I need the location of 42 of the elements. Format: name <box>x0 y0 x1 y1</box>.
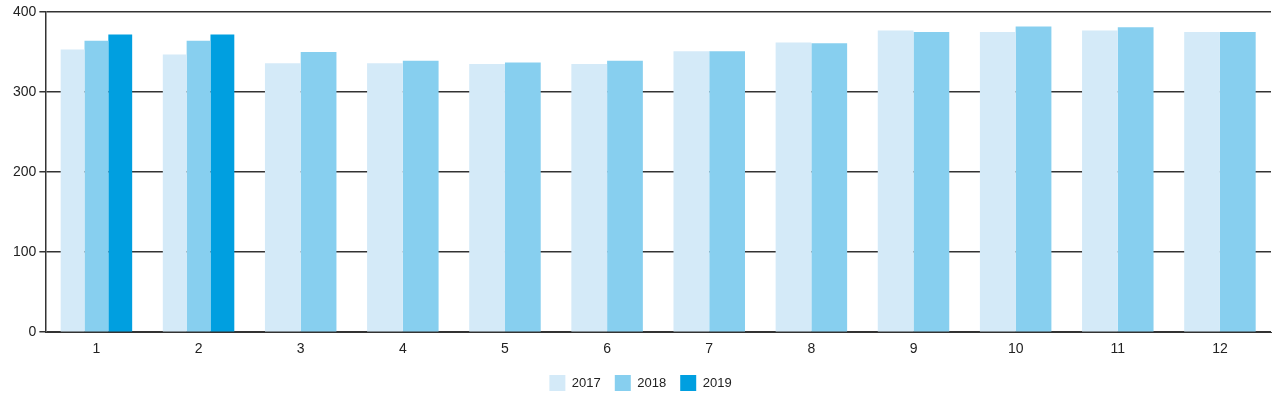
bar <box>264 63 301 332</box>
bar <box>607 60 643 332</box>
x-tick-label: 2 <box>194 340 203 357</box>
bar <box>402 60 439 332</box>
bar <box>300 52 337 332</box>
legend-label: 2019 <box>702 374 732 390</box>
x-tick-label: 8 <box>807 340 816 357</box>
y-tick-label: 0 <box>28 323 37 340</box>
bar <box>913 32 950 332</box>
bar <box>979 32 1016 332</box>
bar <box>775 42 812 332</box>
bar <box>1082 30 1118 332</box>
bar <box>469 64 505 332</box>
x-tick-label: 1 <box>92 340 101 357</box>
bar <box>108 34 133 332</box>
bar <box>504 62 541 332</box>
y-tick-label: 400 <box>13 2 37 19</box>
bar <box>1015 26 1052 332</box>
x-tick-label: 11 <box>1110 340 1126 357</box>
legend-label: 2017 <box>571 374 601 390</box>
bar <box>811 43 848 332</box>
bar <box>1117 27 1154 332</box>
x-tick-label: 7 <box>705 340 714 357</box>
x-tick-label: 9 <box>909 340 918 357</box>
y-tick-label: 300 <box>13 82 37 99</box>
bar <box>571 64 608 332</box>
bar <box>1184 32 1220 332</box>
bar <box>709 51 745 332</box>
y-tick-label: 200 <box>13 162 37 179</box>
x-tick-label: 6 <box>603 340 612 357</box>
x-tick-label: 5 <box>501 340 510 357</box>
legend-label: 2018 <box>637 374 667 390</box>
bar <box>367 63 403 332</box>
x-tick-label: 12 <box>1212 340 1228 357</box>
bar <box>673 51 710 332</box>
x-tick-label: 10 <box>1007 340 1024 357</box>
bar <box>210 34 235 332</box>
x-tick-label: 3 <box>296 340 305 357</box>
bar <box>1219 32 1256 332</box>
y-tick-label: 100 <box>13 243 37 260</box>
bar <box>877 30 914 332</box>
x-tick-label: 4 <box>398 340 407 357</box>
